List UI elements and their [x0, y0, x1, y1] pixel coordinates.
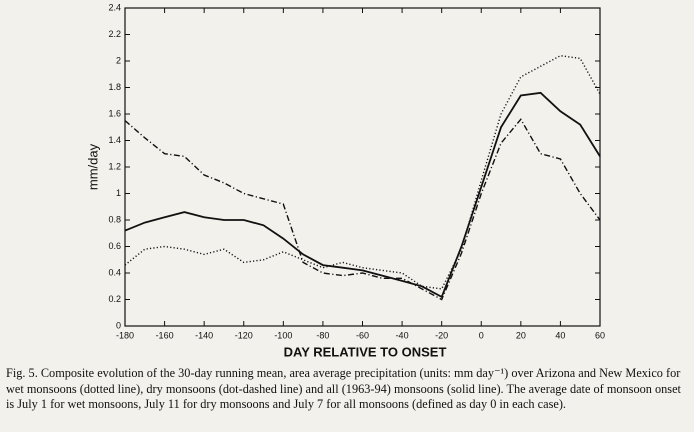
- y-tick-label: 2.4: [108, 2, 121, 12]
- x-tick-label: 20: [516, 330, 526, 340]
- y-tick-label: 2.2: [108, 29, 121, 39]
- x-tick-label: -120: [235, 330, 253, 340]
- x-tick-label: -160: [156, 330, 174, 340]
- y-tick-label: 0.4: [108, 267, 121, 277]
- x-tick-label: 60: [595, 330, 605, 340]
- x-tick-label: 0: [479, 330, 484, 340]
- series-line: [124, 118, 601, 301]
- y-tick-label: 2: [116, 55, 121, 65]
- x-tick-label: -80: [316, 330, 329, 340]
- y-tick-label: 1.2: [108, 161, 121, 171]
- y-tick-label: 0: [116, 320, 121, 330]
- figure-caption: Fig. 5. Composite evolution of the 30-da…: [6, 366, 681, 411]
- x-axis-label: DAY RELATIVE TO ONSET: [284, 344, 447, 359]
- x-tick-label: -140: [195, 330, 213, 340]
- y-tick-label: 1.6: [108, 108, 121, 118]
- y-tick-label: 0.6: [108, 241, 121, 251]
- y-tick-label: 0.8: [108, 214, 121, 224]
- x-tick-label: -20: [435, 330, 448, 340]
- x-tick-label: 40: [555, 330, 565, 340]
- y-tick-label: 1.4: [108, 135, 121, 145]
- x-tick-label: -60: [356, 330, 369, 340]
- y-tick-label: 0.2: [108, 294, 121, 304]
- chart: DAY RELATIVE TO ONSET mm/day 0 0.2 0.4 0.6 0…: [85, 2, 605, 359]
- x-tick-label: -100: [274, 330, 292, 340]
- series-line: [124, 54, 601, 290]
- y-axis-label: mm/day: [85, 143, 100, 190]
- series-line: [124, 91, 601, 299]
- y-tick-label: 1: [116, 188, 121, 198]
- x-tick-label: -40: [396, 330, 409, 340]
- y-tick-label: 1.8: [108, 82, 121, 92]
- x-tick-label: -180: [116, 330, 134, 340]
